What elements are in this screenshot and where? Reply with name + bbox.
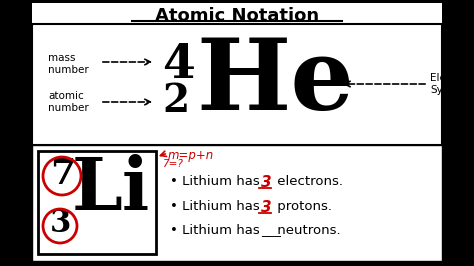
Text: Li: Li (72, 154, 150, 225)
Text: 7: 7 (50, 157, 75, 191)
FancyBboxPatch shape (38, 151, 156, 254)
Text: number: number (48, 103, 89, 113)
Text: Symbol: Symbol (430, 85, 469, 95)
Text: Atomic Notation: Atomic Notation (155, 7, 319, 25)
FancyBboxPatch shape (32, 24, 442, 145)
FancyBboxPatch shape (32, 145, 442, 261)
Text: 4: 4 (162, 42, 195, 88)
Text: 2: 2 (162, 82, 189, 120)
Text: mass: mass (48, 53, 75, 63)
Text: neutrons.: neutrons. (273, 224, 341, 237)
Text: Element: Element (430, 73, 473, 83)
Text: number: number (48, 65, 89, 75)
Text: He: He (196, 34, 354, 131)
Text: protons.: protons. (273, 200, 332, 213)
Text: electrons.: electrons. (273, 175, 343, 188)
Text: 7=?: 7=? (162, 159, 183, 169)
FancyBboxPatch shape (32, 3, 442, 145)
Text: • Lithium has: • Lithium has (170, 224, 264, 237)
Text: 3: 3 (261, 175, 272, 190)
Text: m=p+n: m=p+n (168, 149, 214, 162)
Text: 3: 3 (261, 200, 272, 215)
Text: ___: ___ (261, 224, 281, 237)
Text: • Lithium has: • Lithium has (170, 200, 264, 213)
Text: 3: 3 (50, 208, 72, 239)
Text: atomic: atomic (48, 91, 84, 101)
Text: • Lithium has: • Lithium has (170, 175, 264, 188)
